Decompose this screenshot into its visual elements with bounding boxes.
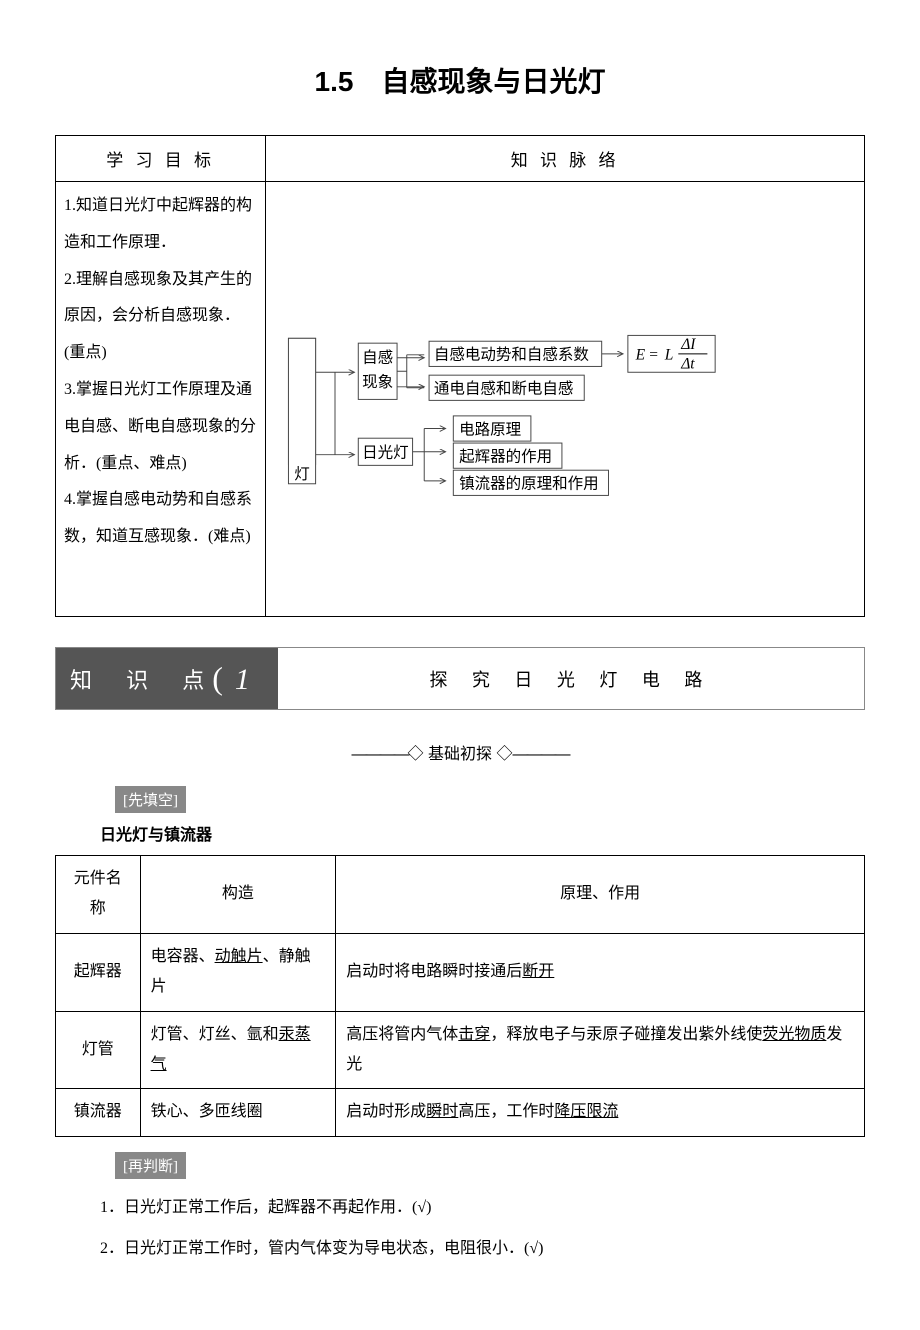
component-name: 灯管 [56,1011,141,1089]
svg-text:灯: 灯 [295,465,311,483]
objectives-cell: 1.知道日光灯中起辉器的构造和工作原理． 2.理解自感现象及其产生的原因，会分析… [56,182,266,617]
kp-number: 1 [212,660,264,697]
component-principle: 启动时将电路瞬时接通后断开 [336,933,865,1011]
component-structure: 灯管、灯丝、氩和汞蒸气 [140,1011,336,1089]
objective-item: 2.理解自感现象及其产生的原因，会分析自感现象．(重点) [64,262,257,372]
knowledge-point-tab: 知 识 点 1 [56,648,278,709]
judgment-item: 1．日光灯正常工作后，起辉器不再起作用．(√) [100,1187,865,1229]
diagram-leaf: 电路原理 [459,420,521,438]
svg-text:E: E [635,347,646,364]
svg-text:日光灯: 日光灯 [362,444,409,462]
component-structure: 电容器、动触片、静触片 [140,933,336,1011]
svg-text:=: = [650,347,659,364]
diagram-leaf: 镇流器的原理和作用 [459,475,599,493]
components-table: 元件名称 构造 原理、作用 起辉器 电容器、动触片、静触片 启动时将电路瞬时接通… [55,855,865,1137]
objectives-header: 学 习 目 标 [56,136,266,182]
kp-title: 探 究 日 光 灯 电 路 [278,666,864,692]
objective-item: 4.掌握自感电动势和自感系数，知道互感现象．(难点) [64,482,257,556]
knowledge-point-header: 知 识 点 1 探 究 日 光 灯 电 路 [55,647,865,710]
page-title: 1.5 自感现象与日光灯 [55,60,865,100]
component-name: 起辉器 [56,933,141,1011]
svg-text:ΔI: ΔI [681,336,697,353]
sub-section-label: ◇ 基础初探 ◇ [55,740,865,764]
component-structure: 铁心、多匝线圈 [140,1089,336,1136]
svg-text:L: L [664,347,674,364]
col-header: 构造 [140,856,336,934]
component-principle: 高压将管内气体击穿，释放电子与汞原子碰撞发出紫外线使荧光物质发光 [336,1011,865,1089]
svg-text:自感: 自感 [362,349,393,367]
component-name: 镇流器 [56,1089,141,1136]
fill-blank-tag: [先填空] [115,786,186,813]
main-table: 学 习 目 标 知 识 脉 络 1.知道日光灯中起辉器的构造和工作原理． 2.理… [55,135,865,617]
col-header: 原理、作用 [336,856,865,934]
col-header: 元件名称 [56,856,141,934]
components-heading: 日光灯与镇流器 [100,821,865,845]
judgment-tag: [再判断] [115,1152,186,1179]
diagram-leaf: 自感电动势和自感系数 [434,346,590,364]
diagram-leaf: 起辉器的作用 [459,447,552,465]
svg-text:现象: 现象 [362,373,393,391]
knowledge-diagram: 自 感 现 象 与 日 自 感 现 [266,182,865,617]
diagram-header: 知 识 脉 络 [266,136,865,182]
diagram-svg: 自 感 现 象 与 日 自 感 现 [274,188,856,605]
component-principle: 启动时形成瞬时高压，工作时降压限流 [336,1089,865,1136]
kp-tab-label: 知 识 点 [70,663,218,695]
objective-item: 3.掌握日光灯工作原理及通电自感、断电自感现象的分析．(重点、难点) [64,372,257,482]
objective-item: 1.知道日光灯中起辉器的构造和工作原理． [64,188,257,262]
svg-text:Δt: Δt [681,355,696,372]
diagram-leaf: 通电自感和断电自感 [434,380,574,398]
judgment-item: 2．日光灯正常工作时，管内气体变为导电状态，电阻很小．(√) [100,1228,865,1270]
